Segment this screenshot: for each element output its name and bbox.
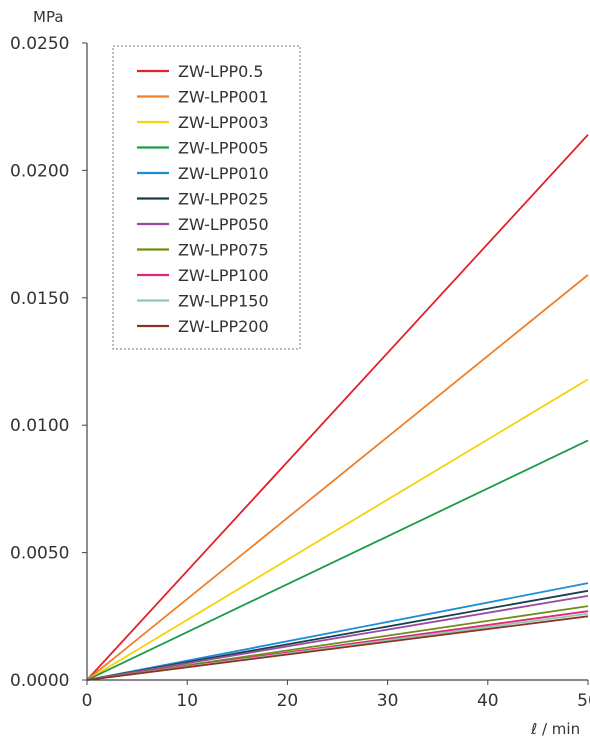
legend-items: ZW-LPP0.5 ZW-LPP001 ZW-LPP003 ZW-LPP005 ZW-L… [137,62,269,336]
legend-label: ZW-LPP200 [178,317,269,336]
x-tick-label: 20 [277,691,299,711]
series-line-5 [86,582,589,681]
legend-label: ZW-LPP050 [178,215,269,234]
x-tick-label: 0 [82,691,93,711]
x-tick-label: 30 [377,691,399,711]
axes [86,43,588,681]
series-line-7 [86,595,589,681]
x-ticks: 0 10 20 30 40 50 [82,680,590,711]
series-line-11 [86,615,589,681]
y-tick-label: 0.0250 [10,34,69,54]
legend-label: ZW-LPP150 [178,292,269,311]
legend-label: ZW-LPP010 [178,164,269,183]
plot-lines [86,134,589,681]
y-tick-label: 0.0000 [10,671,69,691]
series-line-2 [86,274,589,681]
x-tick-label: 10 [176,691,198,711]
y-tick-label: 0.0150 [10,289,69,309]
x-tick-label: 50 [577,691,590,711]
y-tick-label: 0.0200 [10,161,69,181]
legend-label: ZW-LPP005 [178,139,269,158]
legend-label: ZW-LPP025 [178,190,269,209]
legend-label: ZW-LPP001 [178,88,269,107]
legend-label: ZW-LPP0.5 [178,62,264,81]
legend: ZW-LPP0.5 ZW-LPP001 ZW-LPP003 ZW-LPP005 ZW-L… [112,45,301,350]
y-tick-label: 0.0100 [10,416,69,436]
legend-label: ZW-LPP075 [178,241,269,260]
x-tick-label: 40 [477,691,499,711]
legend-label: ZW-LPP100 [178,266,269,285]
legend-label: ZW-LPP003 [178,113,269,132]
series-line-3 [86,378,589,681]
y-ticks: 0.0000 0.0050 0.0100 0.0150 0.0200 0.0250 [10,34,87,691]
x-axis-unit: ℓ / min [530,720,580,738]
series-line-4 [86,439,589,681]
y-axis-unit: MPa [33,8,64,26]
y-tick-label: 0.0050 [10,544,69,564]
series-line-1 [86,134,589,681]
